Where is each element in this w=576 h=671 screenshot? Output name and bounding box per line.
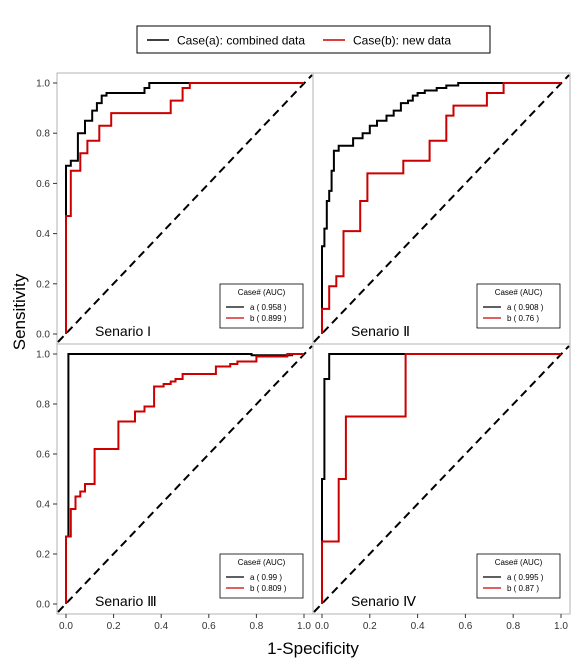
auc-legend-entry-b: b ( 0.899 ): [250, 314, 287, 323]
y-tick-label: 0.4: [36, 229, 50, 240]
auc-legend-title: Case# (AUC): [495, 558, 543, 567]
auc-legend-title: Case# (AUC): [495, 288, 543, 297]
roc-curve-b: [321, 353, 561, 604]
y-axis-title: Sensitivity: [10, 273, 29, 350]
panel-senario-2: Senario Ⅱ Case# (AUC) a ( 0.908 ) b ( 0.76 …: [312, 72, 571, 345]
panel-title: Senario I: [95, 323, 151, 339]
auc-legend-entry-b: b ( 0.809 ): [250, 584, 287, 593]
auc-legend-entry-b: b ( 0.87 ): [507, 584, 539, 593]
panel-senario-4: Senario Ⅳ Case# (AUC) a ( 0.995 ) b ( 0.87 …: [312, 343, 571, 632]
y-tick-label: 0.8: [36, 129, 50, 140]
y-tick-label: 0.2: [36, 279, 50, 290]
roc-curve-b: [65, 353, 304, 604]
x-tick-label: 0.4: [411, 621, 425, 632]
y-tick-label: 0.2: [36, 550, 50, 561]
roc-curve-b: [65, 82, 304, 334]
panel-senario-1: Senario I Case# (AUC) a ( 0.958 ) b ( 0.899…: [36, 72, 314, 345]
auc-legend-box: [476, 283, 561, 329]
auc-legend-entry-a: a ( 0.99 ): [250, 573, 282, 582]
y-tick-label: 0.4: [36, 500, 50, 511]
panel-title: Senario Ⅱ: [351, 323, 410, 339]
chance-diagonal: [57, 74, 313, 343]
auc-legend-entry-a: a ( 0.908 ): [507, 303, 544, 312]
auc-legend-box: [219, 553, 304, 599]
roc-curve-a: [321, 82, 561, 334]
x-tick-label: 1.0: [554, 621, 568, 632]
top-legend-box: [136, 25, 491, 54]
x-axis-title: 1-Specificity: [267, 639, 359, 658]
panel-senario-3: Senario Ⅲ Case# (AUC) a ( 0.99 ) b ( 0.809 …: [36, 343, 314, 632]
x-tick-label: 0.0: [59, 621, 73, 632]
roc-curve-a: [321, 353, 561, 604]
legend-label-case-a: Case(a): combined data: [177, 34, 305, 48]
chance-diagonal: [313, 74, 570, 343]
chance-diagonal: [57, 345, 313, 613]
top-legend: Case(a): combined data Case(b): new data: [136, 25, 491, 54]
legend-label-case-b: Case(b): new data: [353, 34, 451, 48]
auc-legend-title: Case# (AUC): [238, 288, 286, 297]
y-tick-label: 0.8: [36, 400, 50, 411]
x-tick-label: 0.0: [315, 621, 329, 632]
auc-legend-entry-a: a ( 0.995 ): [507, 573, 544, 582]
x-tick-label: 0.6: [202, 621, 216, 632]
auc-legend-box: [219, 283, 304, 329]
panel-title: Senario Ⅲ: [95, 593, 157, 609]
y-tick-label: 1.0: [36, 350, 50, 361]
x-tick-label: 0.2: [107, 621, 121, 632]
x-tick-label: 1.0: [297, 621, 311, 632]
x-tick-label: 0.8: [506, 621, 520, 632]
x-tick-label: 0.8: [249, 621, 263, 632]
panel-title: Senario Ⅳ: [351, 593, 416, 609]
x-tick-label: 0.4: [154, 621, 168, 632]
x-tick-label: 0.2: [363, 621, 377, 632]
auc-legend-entry-a: a ( 0.958 ): [250, 303, 287, 312]
y-tick-label: 1.0: [36, 79, 50, 90]
y-tick-label: 0.0: [36, 600, 50, 611]
auc-legend-title: Case# (AUC): [238, 558, 286, 567]
roc-curve-b: [321, 82, 561, 334]
x-tick-label: 0.6: [458, 621, 472, 632]
auc-legend-box: [476, 553, 561, 599]
chance-diagonal: [313, 345, 570, 613]
auc-legend-entry-b: b ( 0.76 ): [507, 314, 539, 323]
roc-curve-a: [65, 82, 304, 334]
y-tick-label: 0.0: [36, 330, 50, 341]
y-tick-label: 0.6: [36, 179, 50, 190]
y-tick-label: 0.6: [36, 450, 50, 461]
